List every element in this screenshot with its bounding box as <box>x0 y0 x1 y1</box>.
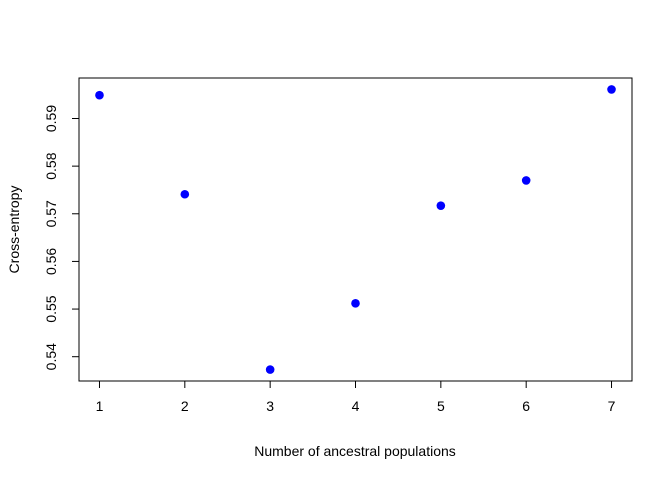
y-tick-label: 0.54 <box>43 343 59 370</box>
y-tick-label: 0.57 <box>43 200 59 227</box>
data-point <box>351 299 360 308</box>
data-points <box>95 85 616 374</box>
x-axis-title: Number of ancestral populations <box>254 443 456 459</box>
data-point <box>607 85 616 94</box>
y-tick-label: 0.59 <box>43 105 59 132</box>
x-tick-label: 4 <box>352 398 360 414</box>
y-tick-label: 0.56 <box>43 248 59 275</box>
x-tick-label: 1 <box>96 398 104 414</box>
data-point <box>95 90 104 100</box>
data-point <box>521 176 531 185</box>
x-tick-label: 3 <box>266 398 274 414</box>
data-point <box>180 189 190 199</box>
x-tick-label: 6 <box>522 398 530 414</box>
y-tick-label: 0.55 <box>43 295 59 322</box>
x-tick-label: 2 <box>181 398 189 414</box>
x-tick-label: 5 <box>437 398 445 414</box>
plot-frame <box>78 77 633 382</box>
x-axis: 1 2 3 4 5 6 7 <box>96 380 616 414</box>
data-point <box>436 201 446 210</box>
data-point <box>265 365 275 374</box>
y-axis-title: Cross-entropy <box>6 186 22 274</box>
y-tick-label: 0.58 <box>43 152 59 179</box>
y-axis: 0.54 0.55 0.56 0.57 0.58 0.59 <box>43 105 80 370</box>
x-tick-label: 7 <box>608 398 616 414</box>
